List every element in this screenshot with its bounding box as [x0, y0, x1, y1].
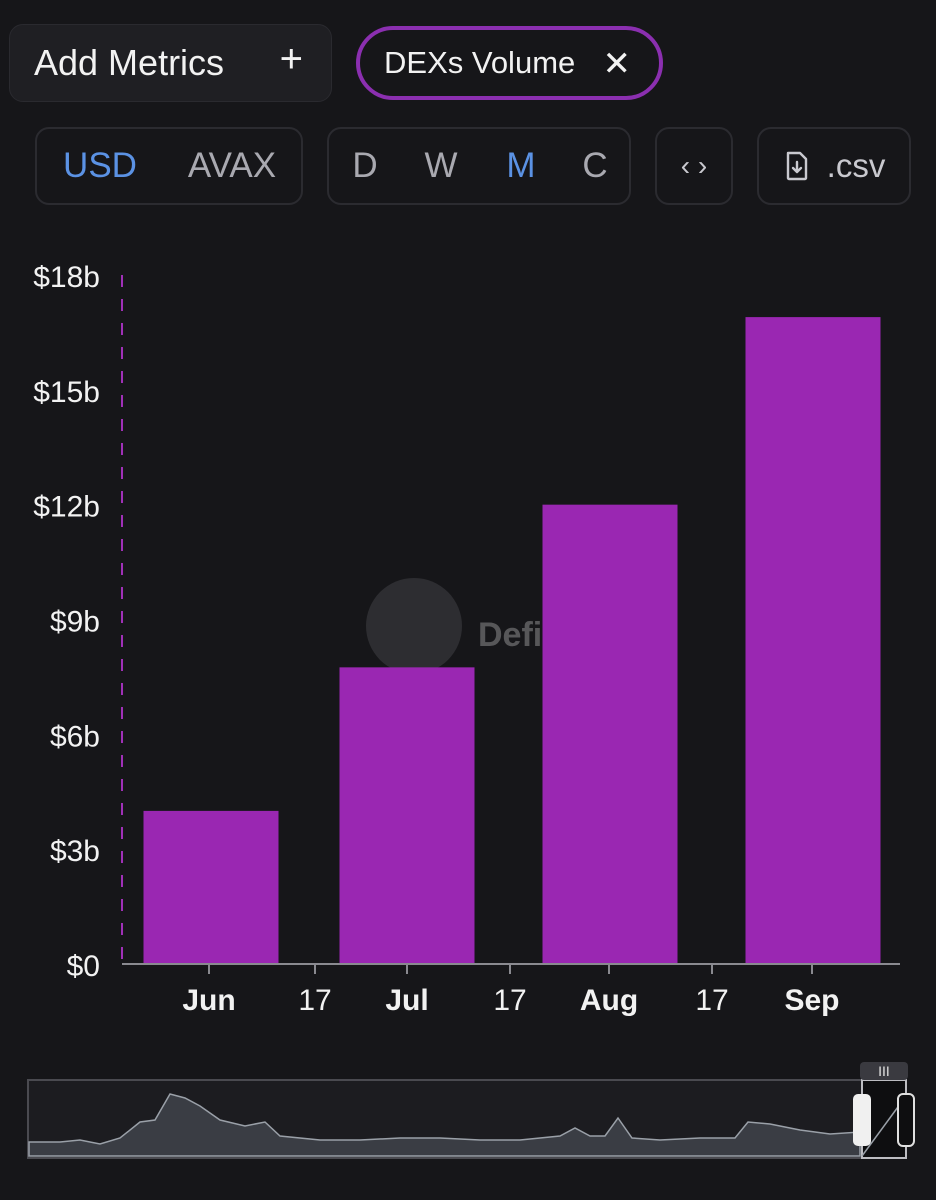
x-tick-label: 17 — [298, 984, 331, 1017]
y-tick-label: $18b — [33, 261, 100, 294]
x-tick-label: Jun — [182, 984, 235, 1017]
range-navigator[interactable]: III — [0, 1060, 936, 1170]
bar-jun[interactable] — [143, 810, 279, 964]
interval-option-c[interactable]: C — [582, 146, 608, 185]
x-tick-label: Jul — [385, 984, 428, 1017]
metric-chip-label: DEXs Volume — [384, 45, 576, 80]
plus-icon: + — [279, 37, 303, 81]
navigator-left-handle[interactable] — [853, 1094, 871, 1146]
bar-chart: $0 $3b $6b $9b $12b $15b $18b Jun 17 Jul 17 Aug 17 Se… — [33, 261, 900, 1017]
y-tick-label: $9b — [50, 606, 100, 639]
metric-chip-dexs-volume[interactable]: DEXs Volume ✕ — [356, 26, 663, 100]
navigator-right-handle[interactable] — [897, 1093, 915, 1147]
code-icon: ‹ › — [680, 150, 708, 181]
x-tick-label: Aug — [580, 984, 638, 1017]
navigator-drag-handle[interactable] — [860, 1062, 908, 1080]
y-tick-label: $3b — [50, 835, 100, 868]
y-tick-label: $0 — [67, 950, 100, 983]
currency-option-avax[interactable]: AVAX — [187, 146, 277, 185]
add-metrics-button[interactable]: Add Metrics + — [9, 24, 332, 102]
interval-option-m[interactable]: M — [506, 146, 536, 185]
interval-option-w[interactable]: W — [424, 146, 458, 185]
y-tick-label: $15b — [33, 376, 100, 409]
x-tick-label: 17 — [493, 984, 526, 1017]
file-download-icon — [786, 151, 808, 181]
bar-aug[interactable] — [542, 504, 678, 964]
y-tick-label: $12b — [33, 491, 100, 524]
bar-sep[interactable] — [745, 317, 881, 964]
bar-jul[interactable] — [339, 667, 475, 964]
close-icon[interactable]: ✕ — [602, 45, 632, 83]
x-tick-label: 17 — [695, 984, 728, 1017]
x-tick-label: Sep — [784, 984, 839, 1017]
currency-option-usd[interactable]: USD — [63, 146, 137, 185]
add-metrics-label: Add Metrics — [34, 42, 225, 83]
llama-logo-icon — [366, 578, 462, 674]
interval-toggle: D W M C — [327, 127, 631, 205]
y-tick-label: $6b — [50, 720, 100, 753]
navigator-sparkline — [28, 1093, 861, 1157]
interval-option-d[interactable]: D — [352, 146, 378, 185]
csv-label: .csv — [826, 147, 886, 184]
embed-button[interactable]: ‹ › — [655, 127, 733, 205]
csv-download-button[interactable]: .csv — [757, 127, 911, 205]
grip-icon: III — [878, 1063, 890, 1079]
currency-toggle: USD AVAX — [35, 127, 303, 205]
